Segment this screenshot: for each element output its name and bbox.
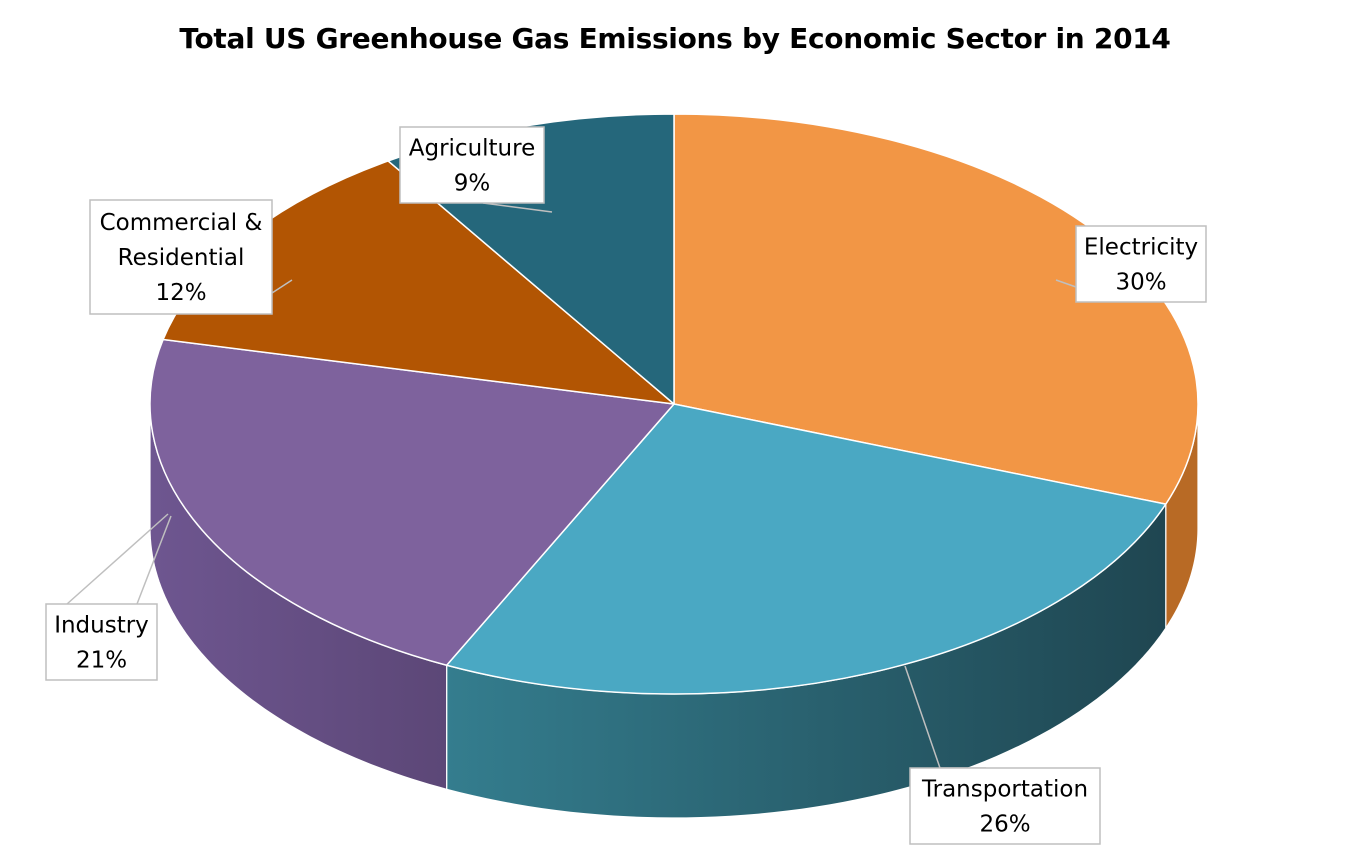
data-label-category: Transportation — [921, 777, 1088, 803]
data-label-category: Electricity — [1084, 235, 1198, 261]
pie-slices — [149, 113, 1199, 695]
data-label-value: 30% — [1115, 270, 1166, 296]
slice-transportation — [445, 403, 1167, 695]
data-label-category: Industry — [54, 613, 149, 639]
label-box-agriculture — [399, 126, 545, 204]
label-box-commercial-and-residential — [89, 199, 273, 315]
label-commercial-and-residential: Commercial & Residential 12% — [89, 199, 293, 315]
label-industry: Industry 21% — [45, 513, 172, 681]
data-label-value: 21% — [76, 648, 127, 674]
data-label-category: Commercial & — [100, 210, 263, 236]
slice-industry — [149, 338, 675, 667]
data-label-value: 12% — [155, 280, 206, 306]
leader-line-agriculture — [482, 202, 553, 213]
leader-line-commercial-and-residential — [271, 279, 293, 294]
data-label-value: 26% — [979, 812, 1030, 838]
data-label-value: 9% — [454, 171, 491, 197]
label-box-industry — [45, 603, 158, 681]
data-label-category: Agriculture — [409, 136, 536, 162]
label-electricity: Electricity 30% — [1055, 225, 1207, 303]
label-agriculture: Agriculture 9% — [399, 126, 553, 213]
data-label-category: Residential — [118, 245, 245, 271]
leader-line-industry — [136, 515, 172, 605]
chart-title: Total US Greenhouse Gas Emissions by Eco… — [179, 22, 1171, 55]
leader-line-industry-2 — [66, 513, 169, 605]
leader-line-electricity — [1055, 279, 1077, 288]
label-box-transportation — [909, 767, 1101, 845]
label-transportation: Transportation 26% — [904, 665, 1101, 845]
label-box-electricity — [1075, 225, 1207, 303]
pie-labels: Electricity 30% Transportation 26% Industry 2… — [45, 126, 1207, 845]
